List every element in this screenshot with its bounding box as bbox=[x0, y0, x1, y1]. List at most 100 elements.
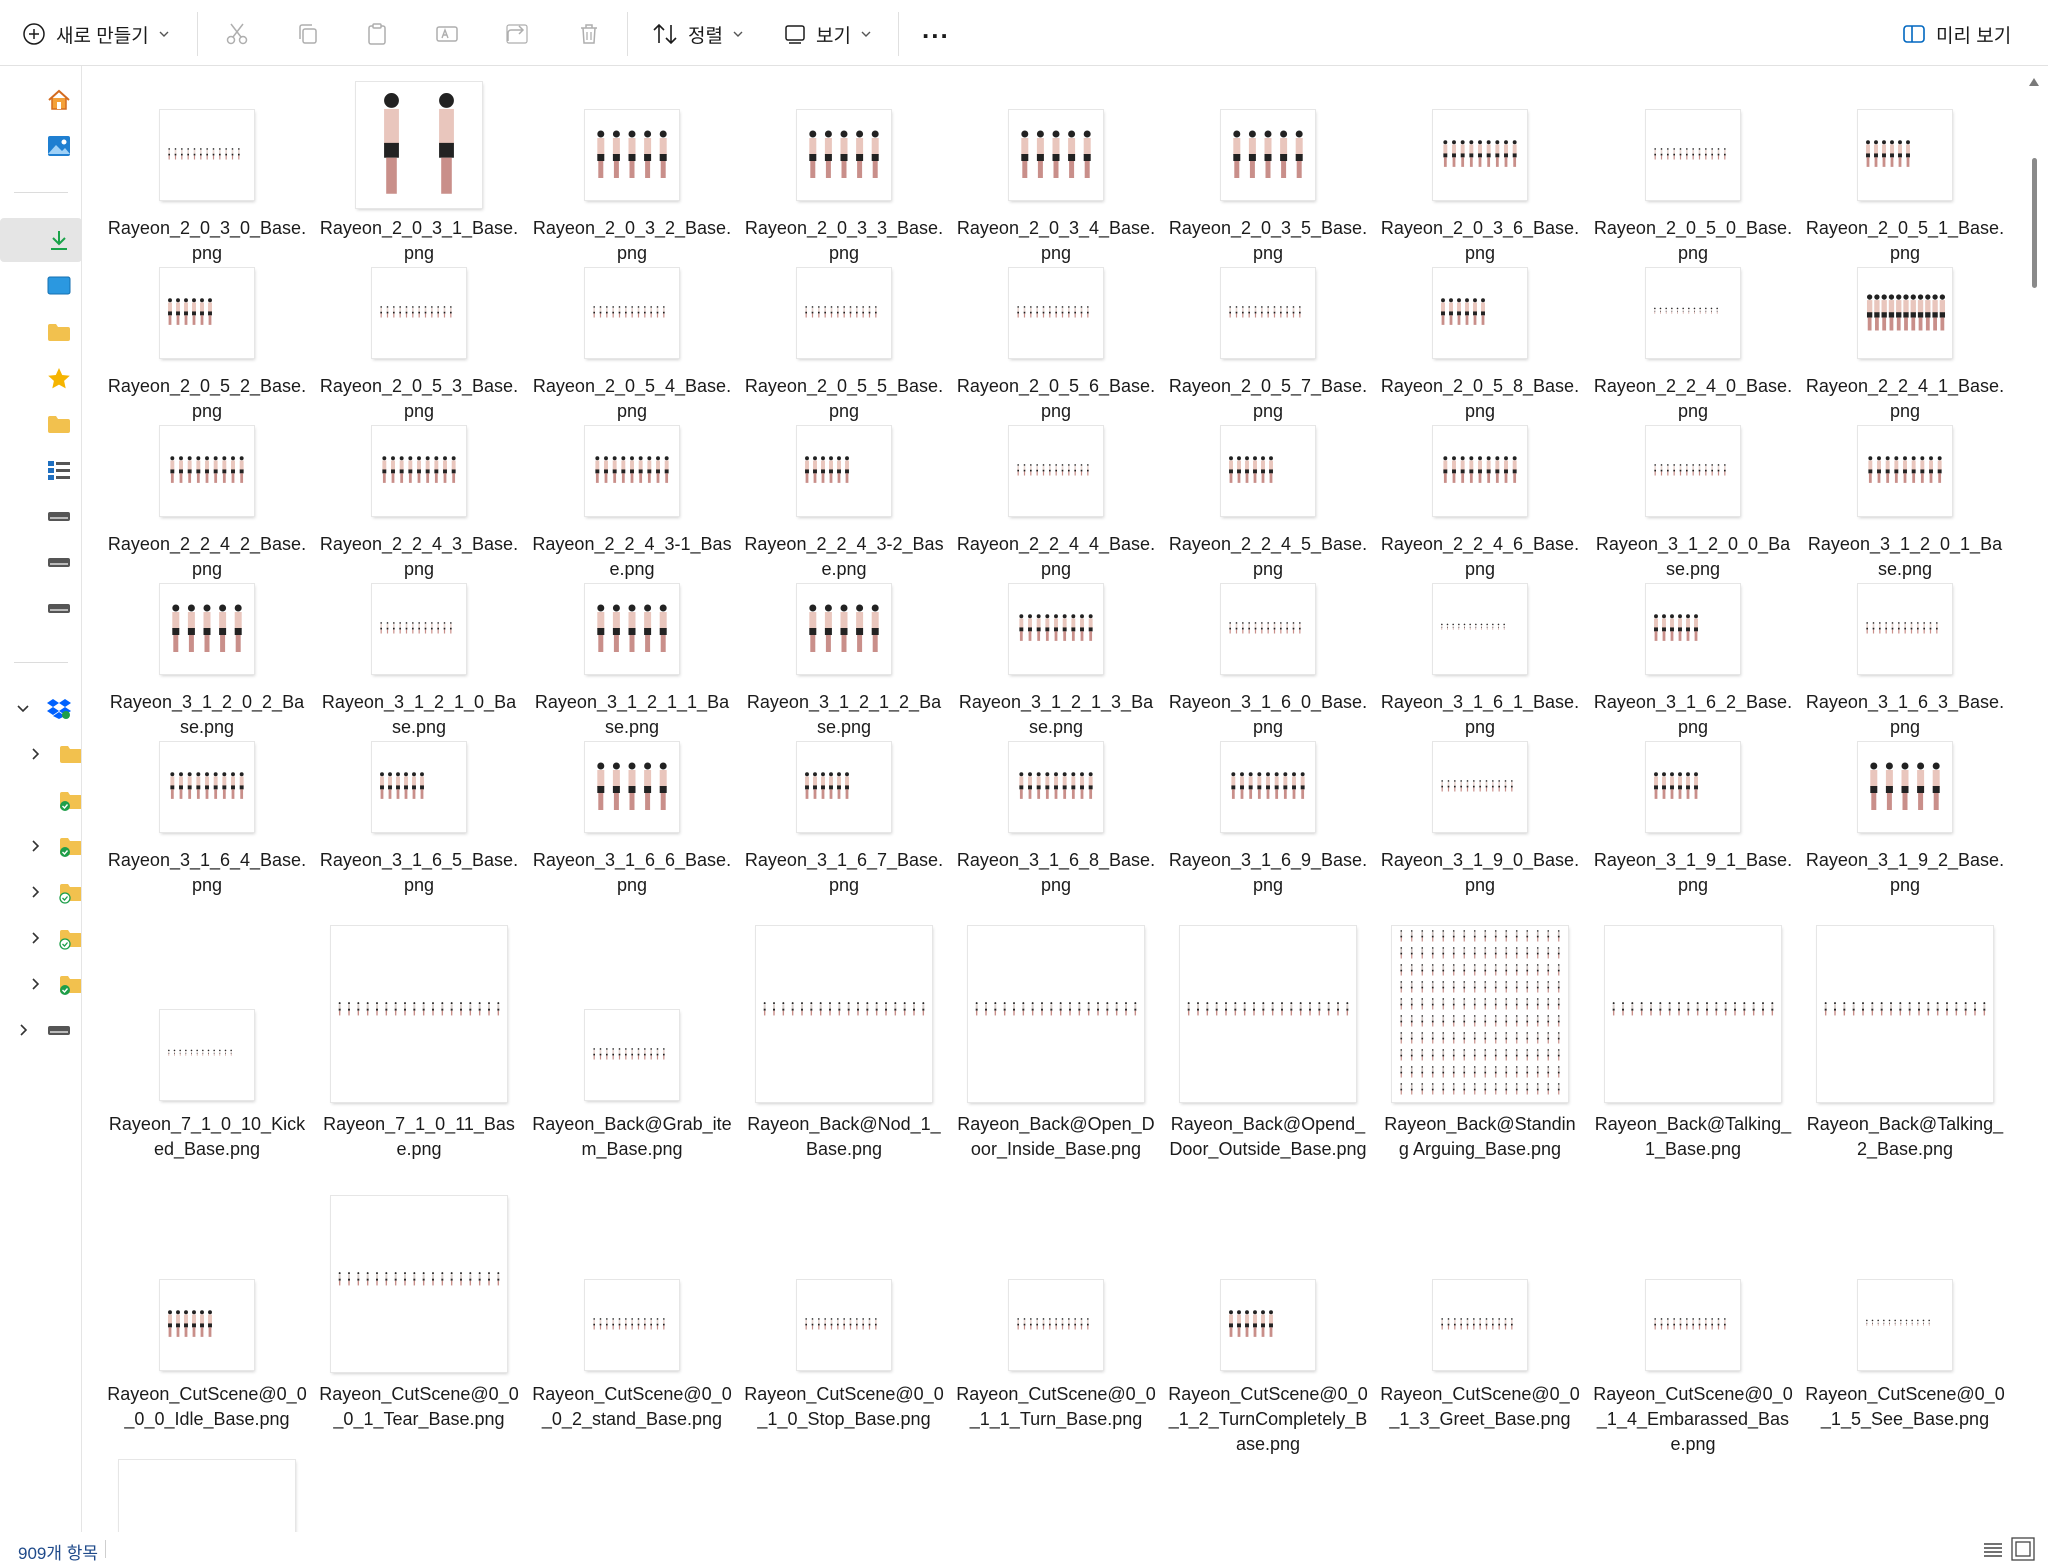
sprite-figure-body bbox=[593, 1049, 596, 1054]
vertical-scrollbar[interactable] bbox=[2020, 66, 2048, 1532]
sprite-figure-body bbox=[1526, 1084, 1529, 1089]
sprite-figure-head bbox=[1243, 1002, 1246, 1005]
nav-item-drive[interactable] bbox=[0, 586, 81, 630]
sprite-sheet-preview bbox=[1441, 1318, 1513, 1330]
sprite-figure-body bbox=[222, 776, 227, 786]
sprite-figure-head bbox=[196, 772, 201, 777]
sprite-figure-legs bbox=[1711, 311, 1712, 314]
sprite-figure-legs bbox=[650, 1055, 652, 1060]
sprite-figure-body bbox=[1045, 618, 1050, 628]
file-thumbnail bbox=[1646, 742, 1740, 832]
nav-item-desktop[interactable] bbox=[0, 264, 81, 308]
sprite-figure-body bbox=[1654, 618, 1658, 628]
chevron-right-icon[interactable] bbox=[26, 929, 44, 947]
sprite-figure-shorts bbox=[1229, 311, 1232, 314]
nav-item-drive[interactable] bbox=[0, 494, 81, 538]
sprite-figure-body bbox=[612, 138, 620, 155]
new-button[interactable]: 새로 만들기 bbox=[22, 14, 170, 54]
sprite-figure-legs bbox=[1080, 313, 1083, 318]
nav-item-favorites[interactable] bbox=[0, 356, 81, 400]
sprite-figure-legs bbox=[843, 1325, 845, 1330]
sprite-figure-legs bbox=[1665, 311, 1667, 314]
nav-item-folder-synced[interactable] bbox=[0, 778, 81, 822]
more-options-button[interactable]: ... bbox=[922, 14, 950, 54]
rename-button[interactable] bbox=[434, 14, 460, 54]
nav-item-apps[interactable] bbox=[0, 448, 81, 492]
sprite-figure-legs bbox=[1698, 471, 1701, 476]
chevron-right-icon[interactable] bbox=[14, 1021, 32, 1039]
preview-pane-button[interactable]: 미리 보기 bbox=[1902, 14, 2011, 54]
copy-button[interactable] bbox=[295, 14, 321, 54]
nav-item-gallery[interactable] bbox=[0, 124, 81, 168]
nav-item-folder[interactable] bbox=[0, 402, 81, 446]
chevron-right-icon[interactable] bbox=[26, 837, 44, 855]
cut-button[interactable] bbox=[224, 14, 250, 54]
sprite-figure-head bbox=[628, 762, 636, 770]
sprite-figure-legs bbox=[598, 793, 604, 810]
nav-item-downloads[interactable] bbox=[0, 218, 81, 262]
sprite-figure-legs bbox=[478, 1280, 481, 1286]
sprite-figure-head bbox=[1929, 622, 1932, 624]
sprite-figure-shorts bbox=[1872, 1322, 1873, 1324]
sprite-figure-head bbox=[1421, 998, 1424, 1000]
scroll-up-arrow-icon[interactable] bbox=[2027, 76, 2041, 88]
sprite-figure-head bbox=[599, 306, 602, 308]
nav-item-folder-child[interactable] bbox=[0, 732, 81, 776]
large-icons-view-icon[interactable] bbox=[2010, 1536, 2036, 1562]
sprite-figure-head bbox=[1473, 947, 1476, 949]
sprite-figure-body bbox=[837, 776, 841, 786]
sprite-figure-head bbox=[432, 1002, 434, 1005]
chevron-right-icon[interactable] bbox=[26, 745, 44, 763]
sprite-figure-shorts bbox=[1465, 311, 1469, 316]
nav-item-folder-online[interactable] bbox=[0, 870, 81, 914]
sprite-figure-body bbox=[1686, 776, 1690, 786]
sprite-figure-body bbox=[1463, 982, 1466, 987]
paste-button[interactable] bbox=[364, 14, 390, 54]
sprite-figure-body bbox=[1660, 465, 1663, 470]
sprite-figure-head bbox=[821, 456, 825, 461]
nav-item-folder[interactable] bbox=[0, 310, 81, 354]
nav-item-folder-synced[interactable] bbox=[0, 962, 81, 1006]
view-button[interactable]: 보기 bbox=[784, 14, 872, 54]
sprite-figure-legs bbox=[825, 161, 831, 178]
sprite-figure-legs bbox=[1886, 793, 1892, 810]
nav-item-folder-synced[interactable] bbox=[0, 824, 81, 868]
sprite-figure-shorts bbox=[1261, 469, 1265, 474]
nav-item-drive[interactable] bbox=[0, 1008, 81, 1052]
sprite-figure-shorts bbox=[1400, 1054, 1403, 1057]
sprite-figure-legs bbox=[188, 789, 192, 799]
sprite-figure-shorts bbox=[192, 1323, 196, 1328]
sprite-figure-legs bbox=[872, 635, 878, 652]
sprite-figure-body bbox=[1660, 1319, 1663, 1324]
delete-button[interactable] bbox=[576, 14, 602, 54]
chevron-down-icon[interactable] bbox=[14, 699, 32, 717]
nav-item-dropbox[interactable] bbox=[0, 686, 81, 730]
chevron-right-icon[interactable] bbox=[26, 975, 44, 993]
sprite-figure-body bbox=[821, 460, 825, 470]
sprite-figure-shorts bbox=[239, 785, 244, 790]
sprite-figure-shorts bbox=[213, 469, 218, 474]
sprite-figure-head bbox=[1870, 762, 1878, 770]
sprite-figure-legs bbox=[1917, 1323, 1919, 1326]
sprite-figure-body bbox=[174, 149, 177, 154]
sort-button[interactable]: 정렬 bbox=[652, 14, 744, 54]
sprite-figure-body bbox=[1080, 307, 1083, 312]
sprite-figure-shorts bbox=[1881, 312, 1887, 318]
sprite-figure-legs bbox=[1484, 1073, 1486, 1078]
sprite-figure-body bbox=[1547, 999, 1550, 1004]
sprite-figure-legs bbox=[1885, 629, 1887, 634]
nav-separator bbox=[14, 662, 68, 663]
sprite-figure-shorts bbox=[1074, 1323, 1077, 1326]
sprite-figure-head bbox=[399, 456, 404, 461]
sprite-figure-body bbox=[1233, 138, 1241, 155]
details-view-icon[interactable] bbox=[1980, 1536, 2006, 1562]
sprite-figure-head bbox=[405, 306, 408, 308]
sprite-figure-body bbox=[1932, 770, 1940, 787]
share-button[interactable] bbox=[504, 14, 530, 54]
sprite-figure-legs bbox=[813, 789, 817, 799]
nav-item-home[interactable] bbox=[0, 78, 81, 122]
scrollbar-thumb[interactable] bbox=[2032, 158, 2037, 288]
nav-item-drive[interactable] bbox=[0, 540, 81, 584]
nav-item-folder-online[interactable] bbox=[0, 916, 81, 960]
chevron-right-icon[interactable] bbox=[26, 883, 44, 901]
